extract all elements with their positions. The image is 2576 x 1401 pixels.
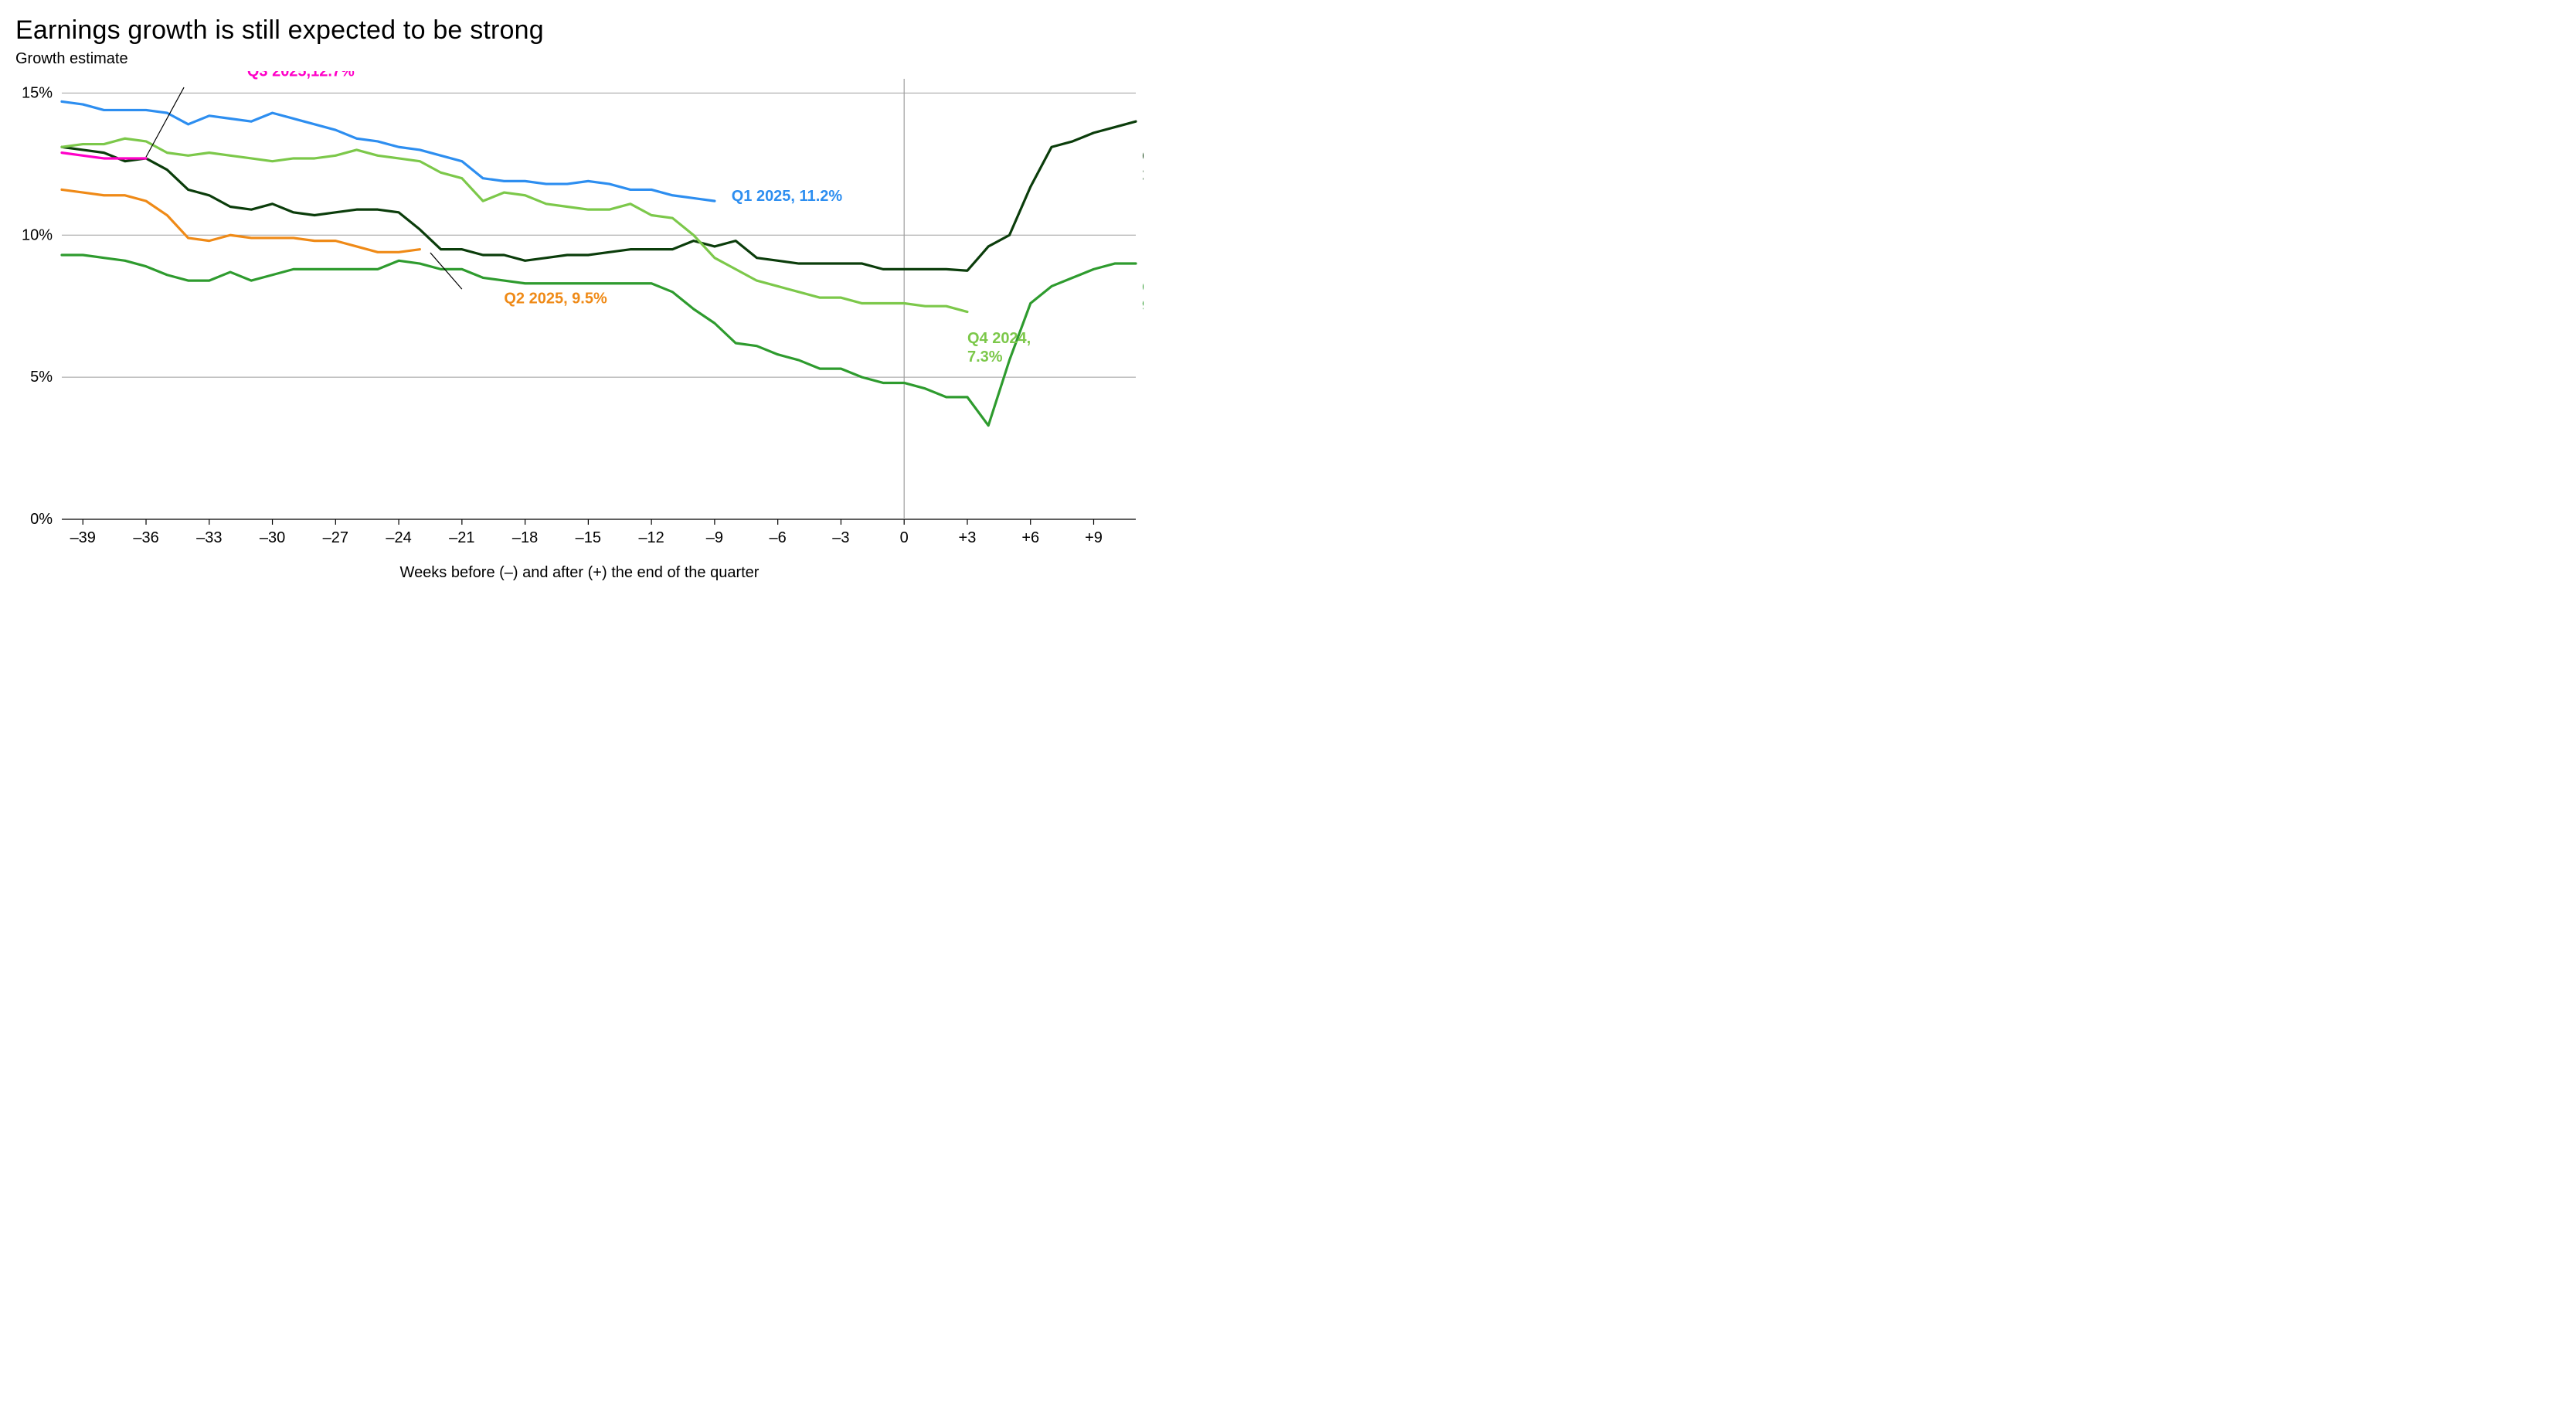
- y-tick-label: 5%: [30, 369, 53, 386]
- x-tick-label: –21: [449, 529, 474, 546]
- chart-area: 0%5%10%15%–39–36–33–30–27–24–21–18–15–12…: [15, 71, 1144, 550]
- x-tick-label: –6: [770, 529, 787, 546]
- series-label: Q1 2025, 11.2%: [732, 188, 843, 205]
- chart-subtitle: Growth estimate: [15, 50, 1144, 68]
- series-line: [62, 189, 420, 252]
- x-tick-label: +3: [959, 529, 977, 546]
- series-label: Q3 2025,12.7%: [247, 71, 355, 80]
- series-line: [62, 101, 715, 201]
- x-tick-label: 0: [900, 529, 909, 546]
- y-tick-label: 10%: [22, 226, 53, 243]
- x-tick-label: +6: [1021, 529, 1039, 546]
- line-chart-svg: 0%5%10%15%–39–36–33–30–27–24–21–18–15–12…: [15, 71, 1144, 550]
- x-tick-label: –27: [323, 529, 348, 546]
- chart-page: Earnings growth is still expected to be …: [0, 0, 1159, 605]
- series-label: Q2 2025, 9.5%: [504, 291, 607, 308]
- x-tick-label: –30: [260, 529, 285, 546]
- x-tick-label: –24: [386, 529, 411, 546]
- x-tick-label: –12: [638, 529, 664, 546]
- chart-title: Earnings growth is still expected to be …: [15, 15, 1144, 46]
- y-tick-label: 15%: [22, 84, 53, 101]
- x-tick-label: –9: [706, 529, 723, 546]
- leader-line: [430, 253, 462, 289]
- series-line: [62, 138, 967, 311]
- x-axis-title: Weeks before (–) and after (+) the end o…: [15, 564, 1144, 582]
- series-label: Q2 2024,14.0%: [1142, 148, 1144, 184]
- series-label: Q3 2024,9.0%: [1142, 279, 1144, 315]
- x-tick-label: –15: [576, 529, 601, 546]
- x-tick-label: –3: [832, 529, 849, 546]
- series-label: Q4 2024,7.3%: [967, 330, 1031, 366]
- x-tick-label: –39: [70, 529, 96, 546]
- leader-line: [146, 87, 184, 157]
- series-line: [62, 121, 1136, 270]
- x-tick-label: –18: [512, 529, 538, 546]
- x-tick-label: +9: [1085, 529, 1103, 546]
- y-tick-label: 0%: [30, 511, 53, 528]
- x-tick-label: –36: [133, 529, 158, 546]
- x-tick-label: –33: [196, 529, 222, 546]
